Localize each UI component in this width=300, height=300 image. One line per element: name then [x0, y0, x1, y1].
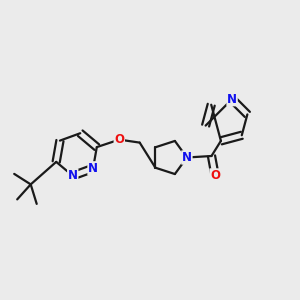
Text: N: N — [182, 151, 192, 164]
Text: O: O — [114, 133, 124, 146]
Text: N: N — [88, 162, 98, 175]
Text: N: N — [68, 169, 78, 182]
Text: O: O — [210, 169, 220, 182]
Text: N: N — [227, 93, 237, 106]
